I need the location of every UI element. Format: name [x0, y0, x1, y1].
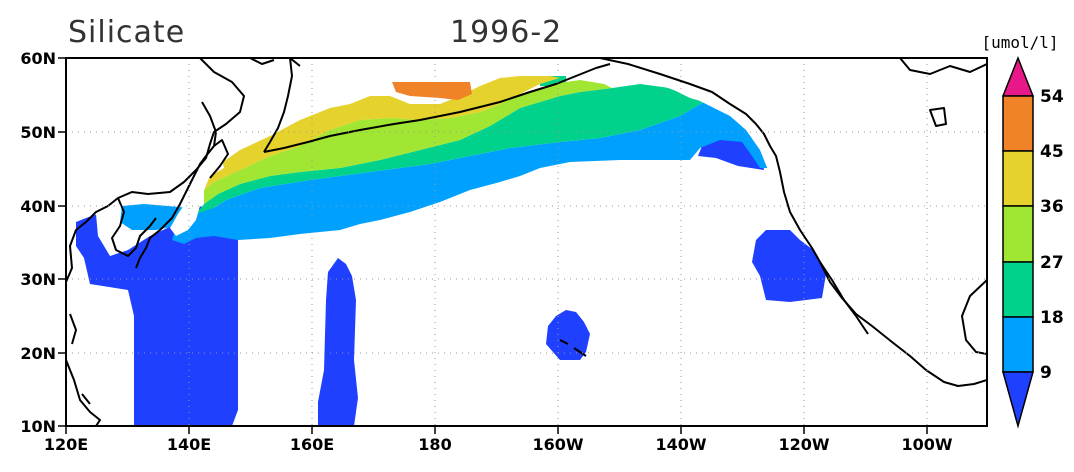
colorbar-tick-label: 9 — [1040, 363, 1052, 383]
x-tick-label: 160E — [290, 435, 334, 454]
land-mask-america — [600, 58, 987, 426]
x-tick-label: 140E — [167, 435, 211, 454]
coast-gulf-mexico — [961, 279, 987, 355]
field-27-36-band — [204, 80, 612, 204]
y-tick-label: 60N — [20, 49, 56, 68]
y-tick-label: 30N — [20, 270, 56, 289]
coast-aleutians — [263, 63, 611, 153]
colorbar-tick-label: 18 — [1040, 308, 1064, 328]
coastlines — [66, 58, 987, 426]
land-mask-japan — [170, 160, 224, 236]
x-axis-labels: 120E 140E 160E 180 160W 140W 120W 100W — [44, 435, 953, 454]
land-mask-asia — [66, 58, 248, 222]
coast-kamchatka — [263, 58, 301, 153]
field-lt9-california — [752, 230, 826, 302]
field-36-45-band — [204, 76, 560, 190]
field-45-54-patch — [392, 82, 472, 100]
colorbar-18-27 — [1002, 261, 1034, 318]
coast-baja — [819, 261, 869, 335]
x-tick-label: 140W — [655, 435, 706, 454]
field-lt9-japan-south — [76, 206, 238, 426]
coast-alaska-america — [599, 58, 987, 387]
coast-canada-north — [899, 58, 987, 75]
x-tick-label: 100W — [901, 435, 952, 454]
y-tick-label: 10N — [20, 417, 56, 436]
coast-indochina — [66, 359, 101, 426]
coast-sea-of-okhotsk — [249, 58, 275, 65]
x-tick-label: 120W — [778, 435, 829, 454]
field-9-18-band — [172, 96, 780, 244]
title-variable: Silicate — [68, 15, 185, 50]
x-tick-label: 120E — [44, 435, 88, 454]
field-18-27-band — [196, 84, 704, 214]
colorbar-tick-label: 27 — [1040, 253, 1064, 273]
tick-marks — [58, 57, 928, 434]
y-axis-labels: 60N 50N 40N 30N 20N 10N — [20, 49, 56, 436]
plot-frame — [65, 57, 988, 427]
coast-korea — [111, 197, 157, 257]
coast-hawaii — [559, 339, 587, 357]
colorbar: [umol/l] 54 45 36 27 18 9 — [981, 33, 1064, 429]
colorbar-27-36 — [1002, 205, 1034, 263]
colorbar-45-54 — [1002, 95, 1034, 152]
coast-hudson — [929, 107, 947, 127]
colorbar-tick-label: 45 — [1040, 142, 1064, 162]
y-tick-label: 50N — [20, 123, 56, 142]
title-period: 1996-2 — [450, 15, 562, 50]
coast-japan — [135, 101, 229, 269]
colorbar-tick-label: 54 — [1040, 87, 1064, 107]
colorbar-units: [umol/l] — [981, 33, 1058, 52]
x-tick-label: 180 — [418, 435, 451, 454]
colorbar-36-45 — [1002, 150, 1034, 207]
x-tick-label: 160W — [532, 435, 583, 454]
field-lt9-160e-strip — [318, 258, 358, 426]
colorbar-under-arrow — [1002, 371, 1034, 429]
colorbar-tick-label: 36 — [1040, 197, 1064, 217]
coast-asia — [66, 58, 245, 283]
gridlines — [66, 58, 987, 426]
colorbar-9-18 — [1002, 316, 1034, 373]
colorbar-over-arrow — [1001, 55, 1035, 97]
y-tick-label: 20N — [20, 344, 56, 363]
coast-philippines — [69, 313, 91, 405]
y-tick-label: 40N — [20, 197, 56, 216]
field-lt9-hawaii — [546, 310, 590, 360]
